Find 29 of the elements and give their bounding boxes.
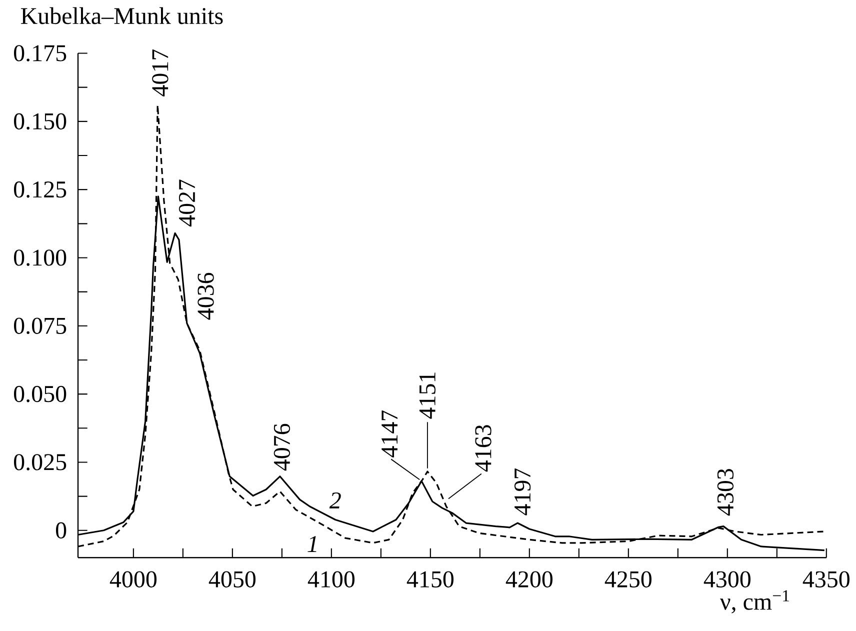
annotation: 4076 <box>274 424 290 471</box>
annotation: 4147 <box>382 410 398 458</box>
y-tick-label: 0.100 <box>14 250 66 266</box>
y-tick-label: 0.125 <box>14 181 66 198</box>
annotation: 4151 <box>419 372 436 419</box>
annotation: 4017 <box>152 49 168 96</box>
x-tick-label: 4100 <box>308 571 355 588</box>
x-tick-label: 4000 <box>110 571 157 588</box>
annotation: 4197 <box>514 468 531 516</box>
y-tick-label: 0.025 <box>14 454 66 470</box>
series-label: 2 <box>329 492 341 508</box>
y-tick-label: 0.075 <box>14 318 66 334</box>
series-label: 1 <box>308 536 316 552</box>
x-tick-label: 4050 <box>208 571 256 588</box>
y-axis-title: Kubelka–Munk units <box>20 7 223 24</box>
y-tick-label: 0 <box>56 522 66 538</box>
x-tick-label: 4150 <box>406 571 454 588</box>
annotation: 4163 <box>475 425 492 472</box>
y-tick-label: 0.150 <box>14 113 66 130</box>
annotation: 4027 <box>178 180 196 226</box>
x-tick-label: 4250 <box>604 571 652 588</box>
annotation: 4036 <box>198 272 214 320</box>
x-tick-label: 4200 <box>506 571 553 588</box>
x-axis-title: ν, cm$^{−1}$ <box>720 590 789 614</box>
y-tick-label: 0.175 <box>14 45 66 62</box>
x-tick-label: 4300 <box>704 571 750 588</box>
y-tick-label: 0.050 <box>14 386 66 402</box>
annotation: 4303 <box>717 468 734 516</box>
x-tick-label: 4350 <box>802 571 850 588</box>
